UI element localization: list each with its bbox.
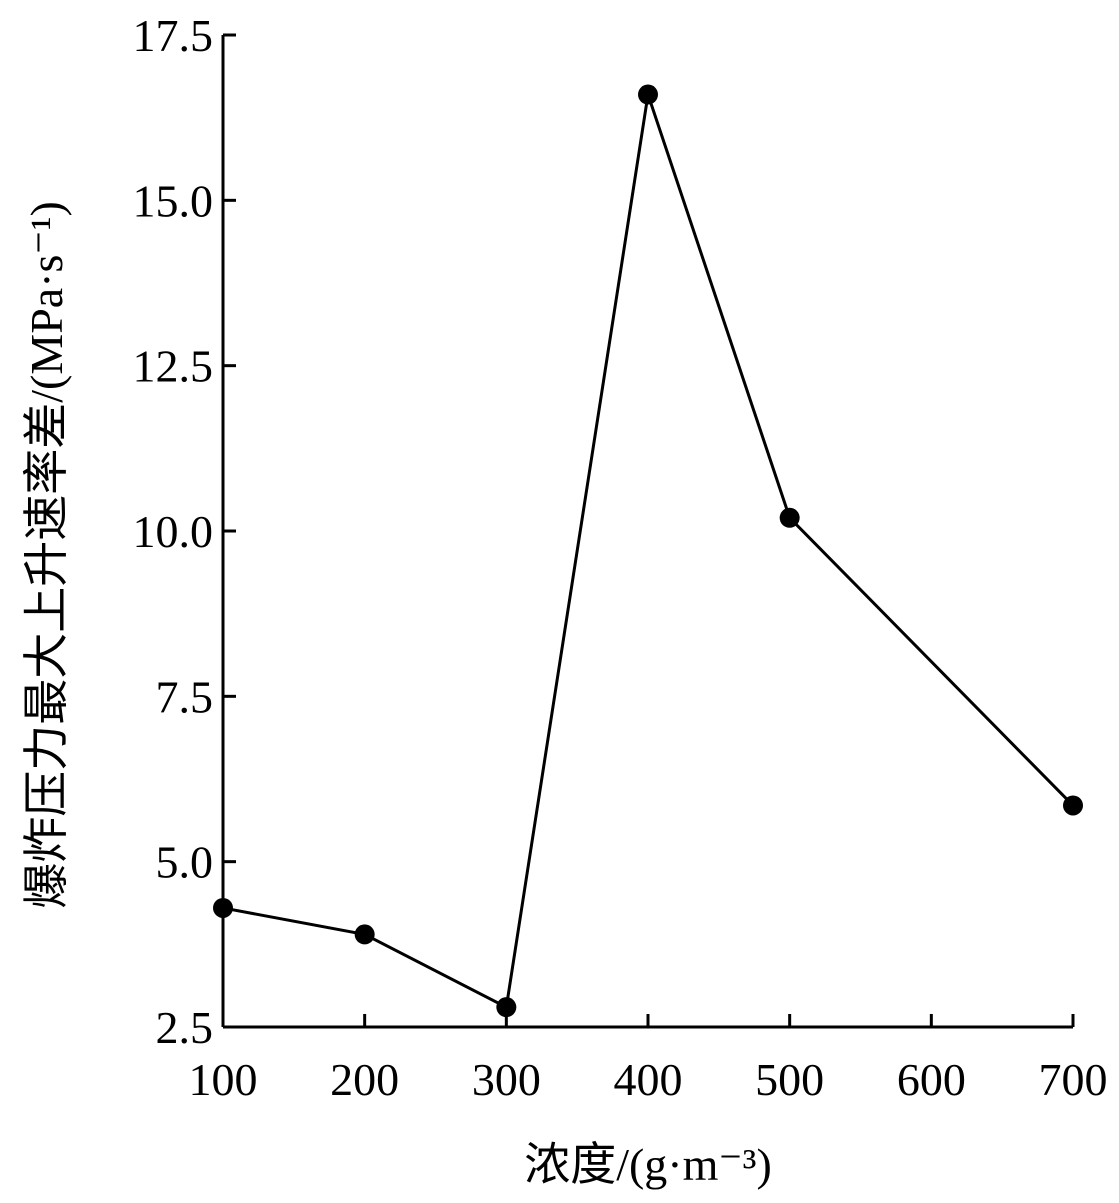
series-group bbox=[213, 84, 1083, 1018]
y-axis-title: 爆炸压力最大上升速率差/(MPa·s⁻¹) bbox=[21, 201, 72, 909]
y-tick-label: 2.5 bbox=[156, 1002, 214, 1053]
y-tick-label: 17.5 bbox=[133, 10, 214, 61]
data-point bbox=[638, 84, 658, 105]
x-tick-label: 500 bbox=[755, 1054, 824, 1105]
x-axis-ticks: 100 200 300 400 500 600 700 bbox=[189, 1014, 1108, 1105]
data-point bbox=[354, 924, 375, 945]
x-tick-label: 700 bbox=[1039, 1054, 1108, 1105]
data-point bbox=[213, 897, 233, 918]
x-axis-title: 浓度/(g·m⁻³) bbox=[524, 1139, 772, 1190]
y-tick-label: 5.0 bbox=[156, 837, 214, 888]
x-tick-label: 200 bbox=[330, 1054, 399, 1105]
x-tick-label: 300 bbox=[472, 1054, 541, 1105]
y-tick-label: 10.0 bbox=[133, 506, 214, 557]
data-point bbox=[1063, 795, 1083, 816]
data-point bbox=[496, 997, 517, 1018]
y-axis-ticks: 2.5 5.0 7.5 10.0 12.5 15.0 17.5 bbox=[133, 10, 236, 1053]
axes bbox=[221, 35, 1073, 1029]
x-tick-label: 400 bbox=[614, 1054, 683, 1105]
x-tick-label: 600 bbox=[897, 1054, 966, 1105]
y-tick-label: 12.5 bbox=[133, 341, 214, 392]
data-point bbox=[779, 507, 800, 528]
series-line bbox=[222, 94, 1075, 1010]
x-tick-label: 100 bbox=[189, 1054, 258, 1105]
y-tick-label: 15.0 bbox=[133, 175, 214, 226]
y-tick-label: 7.5 bbox=[156, 671, 214, 722]
